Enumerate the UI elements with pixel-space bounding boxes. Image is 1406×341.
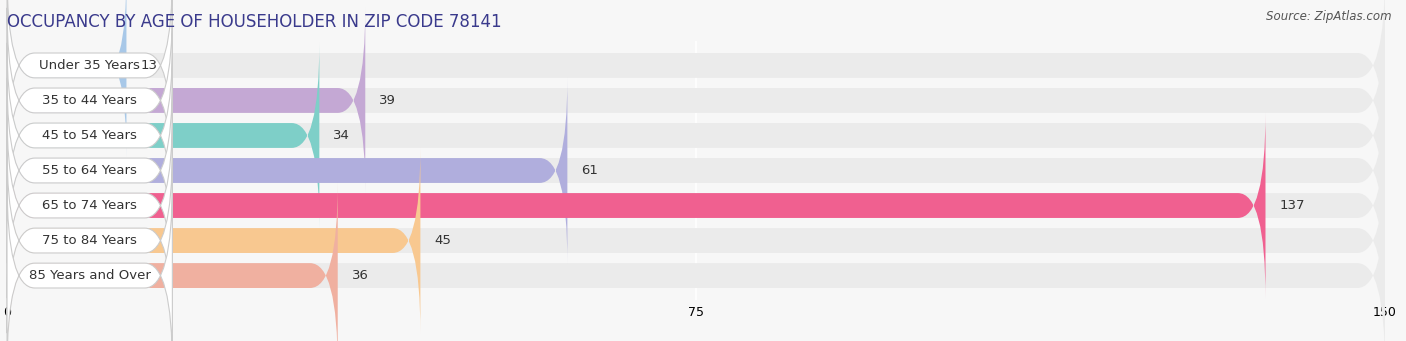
Text: 137: 137	[1279, 199, 1305, 212]
Text: 45 to 54 Years: 45 to 54 Years	[42, 129, 138, 142]
Text: 65 to 74 Years: 65 to 74 Years	[42, 199, 138, 212]
FancyBboxPatch shape	[7, 0, 127, 158]
FancyBboxPatch shape	[7, 0, 1385, 158]
FancyBboxPatch shape	[7, 183, 337, 341]
FancyBboxPatch shape	[7, 183, 1385, 341]
Text: 45: 45	[434, 234, 451, 247]
FancyBboxPatch shape	[7, 78, 568, 263]
Text: Source: ZipAtlas.com: Source: ZipAtlas.com	[1267, 10, 1392, 23]
FancyBboxPatch shape	[7, 113, 173, 298]
Text: 35 to 44 Years: 35 to 44 Years	[42, 94, 138, 107]
Text: 13: 13	[141, 59, 157, 72]
Text: 34: 34	[333, 129, 350, 142]
Text: 61: 61	[581, 164, 598, 177]
FancyBboxPatch shape	[7, 8, 173, 193]
FancyBboxPatch shape	[7, 148, 1385, 333]
FancyBboxPatch shape	[7, 78, 1385, 263]
Text: Under 35 Years: Under 35 Years	[39, 59, 141, 72]
FancyBboxPatch shape	[7, 148, 420, 333]
FancyBboxPatch shape	[7, 78, 173, 263]
FancyBboxPatch shape	[7, 183, 173, 341]
Text: 39: 39	[380, 94, 396, 107]
Text: 85 Years and Over: 85 Years and Over	[28, 269, 150, 282]
Text: 55 to 64 Years: 55 to 64 Years	[42, 164, 138, 177]
FancyBboxPatch shape	[7, 8, 366, 193]
FancyBboxPatch shape	[7, 148, 173, 333]
FancyBboxPatch shape	[7, 43, 319, 228]
FancyBboxPatch shape	[7, 113, 1265, 298]
FancyBboxPatch shape	[7, 0, 173, 158]
Text: 75 to 84 Years: 75 to 84 Years	[42, 234, 138, 247]
FancyBboxPatch shape	[7, 43, 173, 228]
Text: 36: 36	[352, 269, 368, 282]
Text: OCCUPANCY BY AGE OF HOUSEHOLDER IN ZIP CODE 78141: OCCUPANCY BY AGE OF HOUSEHOLDER IN ZIP C…	[7, 13, 502, 31]
FancyBboxPatch shape	[7, 43, 1385, 228]
FancyBboxPatch shape	[7, 113, 1385, 298]
FancyBboxPatch shape	[7, 8, 1385, 193]
